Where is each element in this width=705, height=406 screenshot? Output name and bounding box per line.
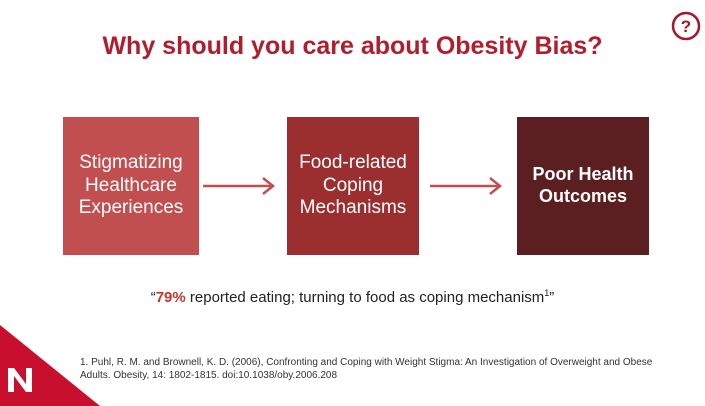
citation-line: Adults. Obesity, 14: 1802-1815. doi:10.1… — [80, 370, 338, 381]
statistic-quote: “79% reported eating; turning to food as… — [0, 288, 705, 306]
help-question-icon[interactable]: ? — [671, 11, 701, 41]
box-line: Coping — [322, 174, 384, 196]
quote-close-mark: ” — [549, 289, 555, 306]
svg-text:?: ? — [681, 17, 691, 36]
food-related-coping-mechanisms-box: Food-related Coping Mechanisms — [287, 117, 419, 255]
citation: 1. Puhl, R. M. and Brownell, K. D. (2006… — [80, 356, 700, 382]
quote-superscript: 1 — [544, 288, 550, 298]
box-line: Food-related — [299, 151, 407, 173]
box-line: Stigmatizing — [79, 151, 183, 173]
slide-title: Why should you care about Obesity Bias? — [102, 32, 603, 60]
box-line: Poor Health — [532, 164, 634, 185]
box-line: Healthcare — [85, 174, 177, 196]
right-arrow-icon — [203, 177, 276, 195]
box-line: Experiences — [78, 197, 184, 219]
citation-line: 1. Puhl, R. M. and Brownell, K. D. (2006… — [80, 357, 653, 368]
quote-open-mark: “ — [150, 289, 156, 306]
quote-highlight: 79% — [155, 289, 186, 306]
stigmatizing-healthcare-experiences-box: Stigmatizing Healthcare Experiences — [63, 117, 199, 255]
right-arrow-icon — [430, 177, 503, 195]
university-n-logo-icon — [0, 325, 100, 406]
quote-text: reported eating; turning to food as copi… — [185, 289, 545, 306]
poor-health-outcomes-box: Poor Health Outcomes — [517, 117, 649, 255]
box-line: Outcomes — [538, 186, 627, 206]
box-line: Mechanisms — [299, 197, 407, 219]
